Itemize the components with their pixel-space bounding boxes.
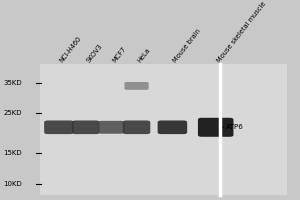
FancyBboxPatch shape xyxy=(72,120,100,134)
Text: 25KD: 25KD xyxy=(4,110,22,116)
Text: ATP6: ATP6 xyxy=(222,124,244,130)
Text: Mouse skeletal muscle: Mouse skeletal muscle xyxy=(216,1,267,64)
FancyBboxPatch shape xyxy=(123,120,150,134)
Text: 15KD: 15KD xyxy=(4,150,22,156)
Text: 10KD: 10KD xyxy=(4,181,22,187)
FancyBboxPatch shape xyxy=(158,120,187,134)
Text: Mouse brain: Mouse brain xyxy=(172,28,202,64)
FancyBboxPatch shape xyxy=(198,118,233,137)
FancyBboxPatch shape xyxy=(44,120,74,134)
FancyBboxPatch shape xyxy=(98,121,124,134)
Text: NCI-H460: NCI-H460 xyxy=(59,35,83,64)
Text: 35KD: 35KD xyxy=(4,80,22,86)
FancyBboxPatch shape xyxy=(124,82,149,90)
Text: HeLa: HeLa xyxy=(136,47,152,64)
Text: MCF7: MCF7 xyxy=(111,46,127,64)
FancyBboxPatch shape xyxy=(40,64,287,195)
Text: SKOV3: SKOV3 xyxy=(86,43,104,64)
